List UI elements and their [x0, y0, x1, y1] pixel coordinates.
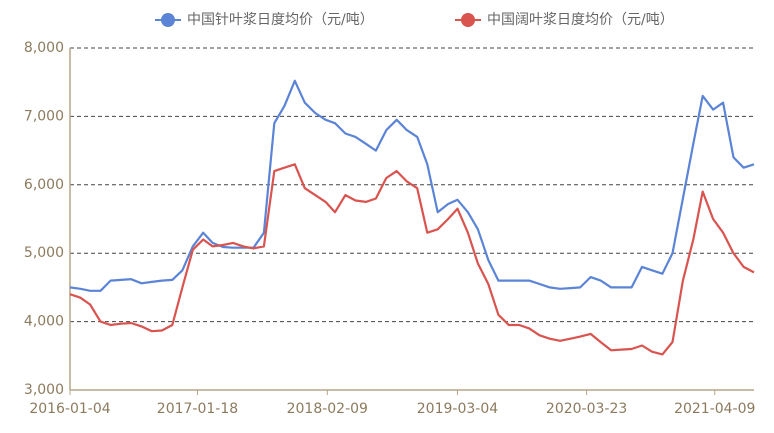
y-tick-label: 8,000	[24, 40, 64, 56]
series-line	[69, 163, 755, 356]
x-tick-label: 2017-01-18	[157, 401, 238, 417]
legend-marker	[461, 13, 475, 27]
y-tick-label: 6,000	[24, 177, 64, 193]
x-tick-label: 2021-04-09	[674, 401, 755, 417]
x-tick-label: 2016-01-04	[29, 401, 110, 417]
y-tick-label: 5,000	[24, 245, 64, 261]
y-tick-label: 7,000	[24, 108, 64, 124]
legend-label: 中国阔叶浆日度均价（元/吨）	[487, 12, 674, 28]
y-tick-label: 3,000	[24, 382, 64, 398]
series-line	[69, 79, 755, 292]
x-tick-label: 2018-02-09	[287, 401, 368, 417]
legend-label: 中国针叶浆日度均价（元/吨）	[187, 12, 374, 28]
legend-marker	[161, 13, 175, 27]
x-tick-label: 2020-03-23	[546, 401, 627, 417]
x-tick-label: 2019-03-04	[417, 401, 498, 417]
y-tick-label: 4,000	[24, 314, 64, 330]
